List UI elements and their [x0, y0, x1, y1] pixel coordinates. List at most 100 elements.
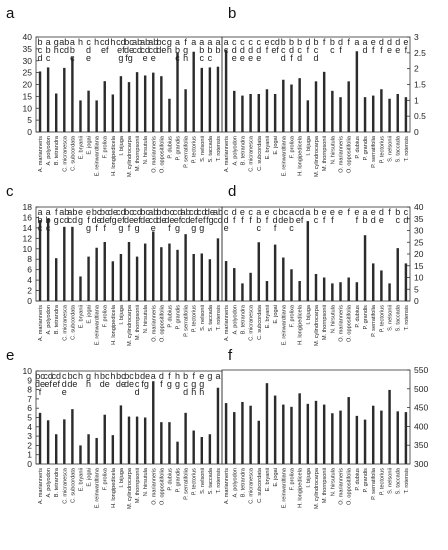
x-category-label: P. tectorius: [192, 136, 198, 163]
y-tick-label: 8: [27, 254, 32, 264]
significance-letter-row: c: [183, 379, 188, 389]
x-category-label: F. prolixa: [289, 467, 295, 490]
x-category-label: C. micranesca: [62, 304, 68, 341]
x-category-label: B. tetrandra: [54, 135, 60, 165]
x-category-label: E. bryanii: [265, 136, 271, 159]
bar: [135, 72, 139, 132]
significance-letter-row: c: [232, 37, 237, 47]
x-category-label: P. dubius: [167, 136, 173, 159]
x-category-label: B. tetrandra: [54, 304, 60, 334]
significance-letter-row: a: [46, 207, 51, 217]
significance-letter-row: a: [289, 207, 294, 217]
x-category-label: M. thornpsonii: [322, 305, 328, 340]
significance-letter-row: cd: [213, 215, 223, 225]
bar: [55, 93, 58, 132]
bar: [388, 283, 391, 301]
x-category-label: O. marianneris: [339, 136, 345, 173]
significance-letter-row: ef: [174, 215, 182, 225]
significance-letter-row: e: [264, 37, 269, 47]
bar: [127, 82, 131, 132]
bar: [306, 100, 310, 132]
significance-letter-row: d: [379, 207, 384, 217]
significance-letters: cd ef g: [116, 207, 126, 233]
significance-letter-row: d: [183, 387, 188, 397]
significance-letters: cd ef: [270, 37, 280, 55]
x-category-label: E. reinwardtiana: [281, 304, 287, 345]
significance-letter-row: cd: [60, 45, 70, 55]
significance-letter-row: a: [256, 207, 261, 217]
x-category-label: F. prolixa: [103, 135, 109, 158]
significance-letter-row: f: [380, 45, 383, 55]
bar: [404, 412, 408, 464]
bar: [143, 417, 147, 464]
y-tick-label: 2: [27, 440, 32, 450]
bar: [224, 261, 228, 301]
significance-letter-row: b: [281, 37, 286, 47]
significance-letter-row: e: [379, 215, 384, 225]
significance-letters: a: [191, 37, 196, 47]
bar: [355, 51, 359, 132]
x-category-label: B. tetrandra: [240, 304, 246, 334]
bar: [119, 76, 123, 132]
bar: [168, 243, 171, 301]
significance-letter-row: bc: [279, 207, 289, 217]
significance-letters: cd ef: [51, 371, 61, 389]
significance-letter-row: e: [143, 53, 148, 63]
bar: [257, 242, 261, 301]
x-category-label: P. tectorius: [379, 305, 385, 332]
bar: [298, 393, 301, 464]
significance-letters: bc de: [124, 371, 134, 389]
bar: [95, 247, 98, 301]
y-tick-label: 20: [414, 249, 424, 259]
bar: [79, 445, 82, 464]
significance-letter-row: f: [331, 215, 334, 225]
y-tick-label: 30: [414, 226, 424, 236]
y-tick-label: 10: [23, 244, 33, 254]
significance-letter-row: c: [404, 207, 409, 217]
significance-letter-row: cd: [132, 45, 142, 55]
x-category-label: F. prolixa: [103, 304, 109, 327]
significance-letters: cd ef g: [132, 207, 142, 233]
significance-letter-row: c: [86, 37, 91, 47]
significance-letter-row: bc: [157, 207, 167, 217]
significance-letter-row: c: [257, 37, 262, 47]
significance-letter-row: cd: [295, 207, 305, 217]
x-category-label: E. bryanii: [78, 305, 84, 328]
panel-label: b: [228, 5, 236, 22]
significance-letter-row: h: [78, 37, 83, 47]
significance-letter-row: ef: [190, 215, 198, 225]
x-category-label: S. nelsonii: [200, 136, 206, 162]
y-tick-label: 0: [414, 296, 419, 306]
x-category-label: E. bryanii: [265, 305, 271, 328]
bar: [322, 404, 326, 464]
bar: [176, 249, 179, 301]
x-category-label: M. cylindrocarpa: [314, 304, 320, 346]
significance-letter-row: d: [363, 45, 368, 55]
significance-letters: h: [110, 37, 115, 47]
bar: [380, 270, 383, 301]
y-tick-label: 30: [23, 56, 33, 66]
x-category-label: P. dubius: [355, 305, 361, 328]
y-tick-label: 7: [27, 394, 32, 404]
significance-letter-row: c: [257, 223, 262, 233]
x-category-label: I. bijuga: [306, 467, 312, 487]
x-category-label: E. bryanii: [265, 468, 271, 491]
significance-letter-row: g: [175, 223, 180, 233]
y-tick-label: 18: [23, 202, 33, 212]
x-category-label: C. subcordata: [70, 304, 76, 340]
x-category-label: E. jogai: [273, 305, 279, 324]
y-tick-label: 35: [414, 214, 424, 224]
significance-letter-row: fg: [141, 379, 149, 389]
x-category-label: C. micranesca: [249, 304, 255, 341]
bar: [160, 76, 163, 132]
x-category-label: P. grandis: [176, 468, 182, 493]
x-category-label: C. micranesca: [62, 467, 68, 504]
panel-label: d: [228, 183, 236, 200]
